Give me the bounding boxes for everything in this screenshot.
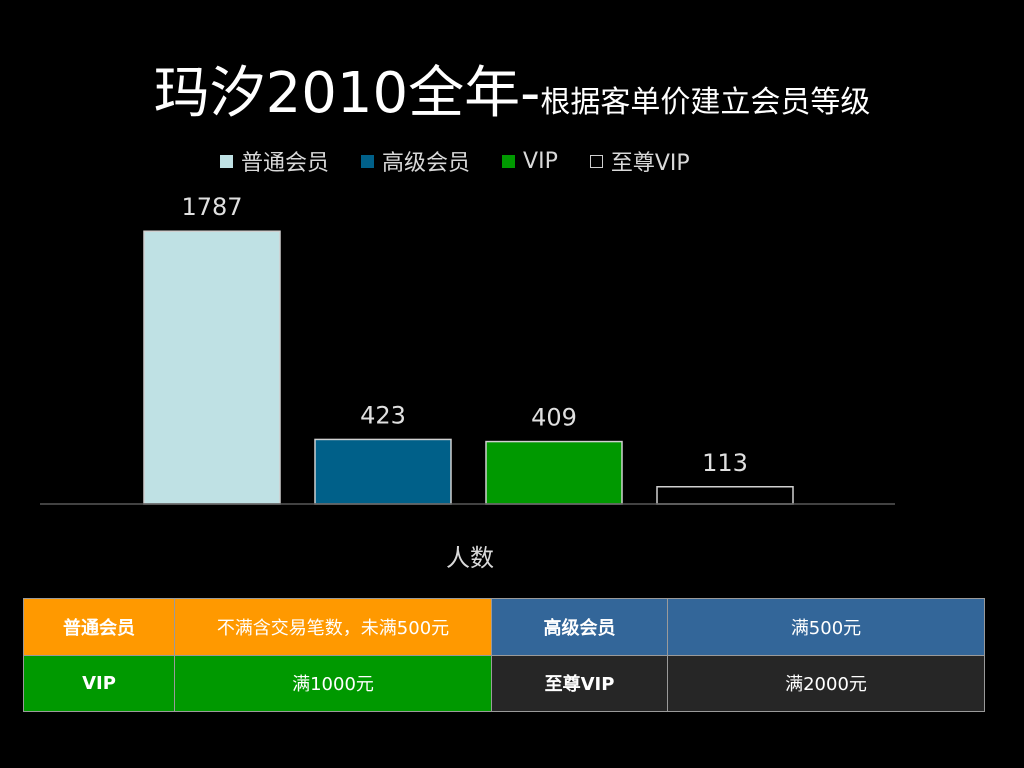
data-label: 409	[531, 404, 577, 432]
legend-label: 高级会员	[382, 151, 471, 176]
bar-chart: 1787 423 409 113	[40, 193, 895, 505]
tier-name-cell: 普通会员	[23, 598, 175, 656]
legend-swatch	[361, 154, 375, 168]
tier-name-cell: 高级会员	[491, 598, 668, 656]
chart-legend: 普通会员 高级会员 VIP 至尊VIP	[220, 145, 780, 177]
tier-name-cell: VIP	[23, 654, 175, 712]
bar	[143, 230, 281, 505]
data-label: 1787	[181, 193, 242, 221]
data-label: 113	[702, 449, 748, 477]
legend-label: 普通会员	[241, 151, 330, 176]
legend-item-regular: 普通会员	[220, 145, 329, 177]
slide-title: 玛汐2010全年-根据客单价建立会员等级	[0, 48, 1024, 129]
table-row: VIP 满1000元 至尊VIP 满2000元	[23, 654, 985, 712]
bar	[314, 438, 452, 505]
legend-swatch	[502, 154, 516, 168]
legend-item-senior: 高级会员	[361, 145, 470, 177]
bar	[485, 440, 623, 505]
legend-label: 至尊VIP	[610, 151, 690, 176]
tier-rule-cell: 不满含交易笔数，未满500元	[174, 598, 492, 656]
title-sub: 根据客单价建立会员等级	[540, 85, 871, 120]
legend-item-supreme-vip: 至尊VIP	[589, 145, 690, 177]
membership-tier-table: 普通会员 不满含交易笔数，未满500元 高级会员 满500元 VIP 满1000…	[23, 598, 985, 712]
table-row: 普通会员 不满含交易笔数，未满500元 高级会员 满500元	[23, 598, 985, 656]
legend-item-vip: VIP	[502, 149, 558, 174]
tier-rule-cell: 满2000元	[667, 654, 985, 712]
tier-rule-cell: 满500元	[667, 598, 985, 656]
legend-swatch	[220, 154, 233, 168]
x-axis-category-label: 人数	[446, 544, 494, 572]
tier-name-cell: 至尊VIP	[491, 654, 668, 712]
legend-swatch	[589, 154, 603, 168]
legend-label: VIP	[523, 148, 558, 174]
tier-rule-cell: 满1000元	[174, 654, 492, 712]
title-main: 玛汐2010全年-	[153, 61, 541, 126]
bar	[656, 486, 794, 505]
data-label: 423	[360, 401, 406, 429]
